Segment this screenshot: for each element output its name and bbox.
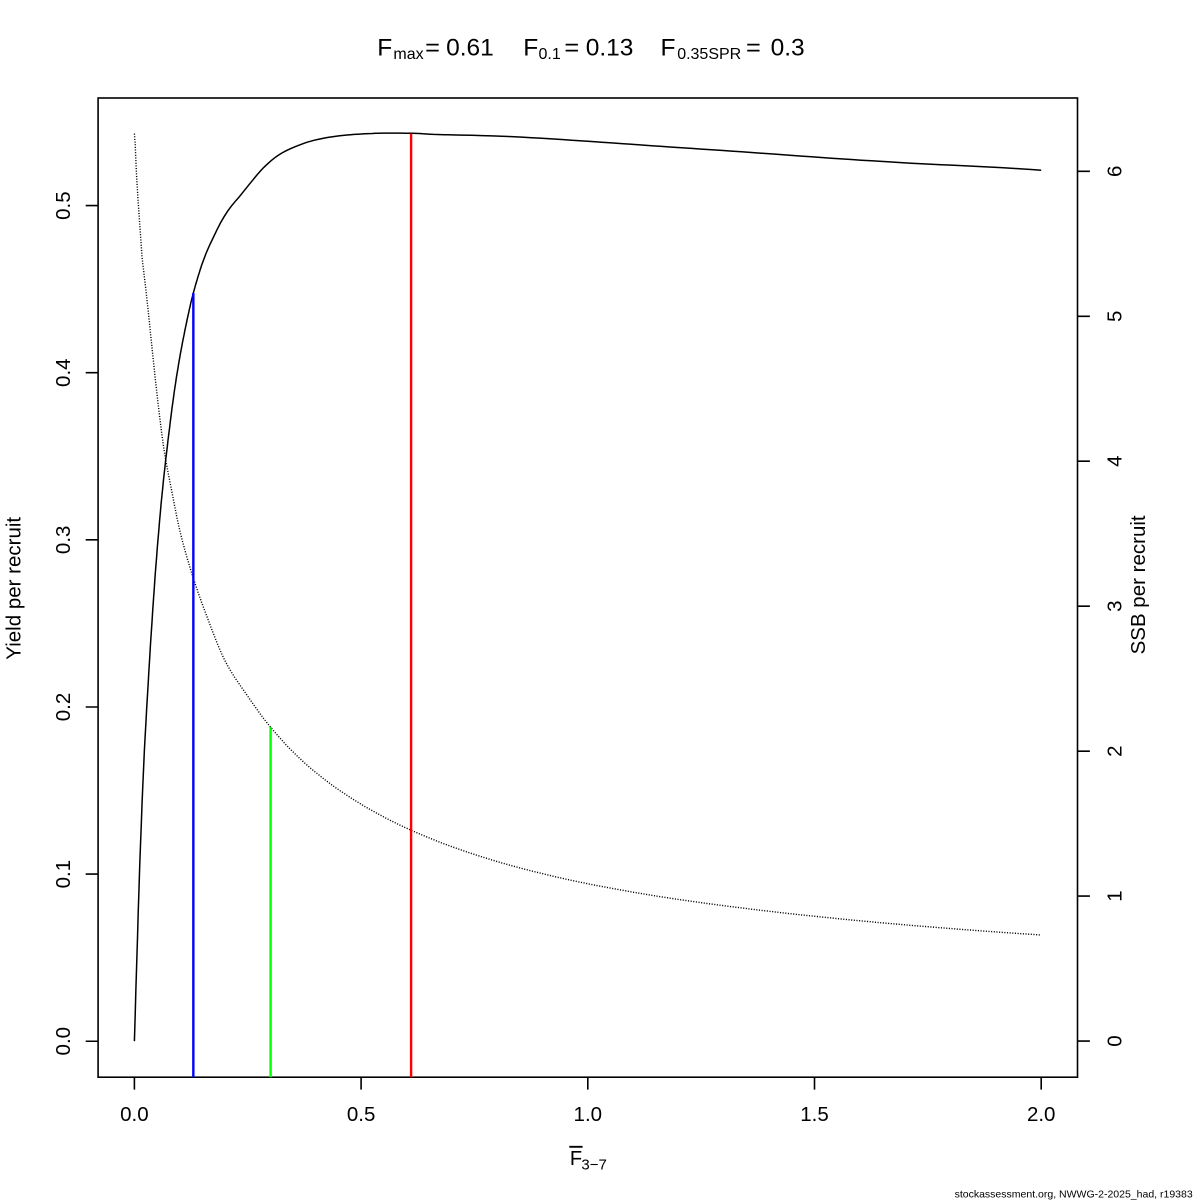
svg-text:Yield per recruit: Yield per recruit: [3, 517, 26, 660]
svg-text:1.0: 1.0: [574, 1103, 603, 1126]
svg-text:3: 3: [1103, 600, 1126, 611]
svg-text:0: 0: [1103, 1035, 1126, 1046]
svg-text:0.4: 0.4: [52, 358, 75, 387]
svg-text:1: 1: [1103, 890, 1126, 901]
svg-text:5: 5: [1103, 311, 1126, 322]
svg-text:0.3: 0.3: [771, 35, 805, 62]
svg-text:0.2: 0.2: [52, 693, 75, 722]
svg-text:0.5: 0.5: [52, 191, 75, 220]
svg-text:=: =: [425, 35, 440, 62]
svg-text:F: F: [377, 35, 392, 62]
svg-text:2.0: 2.0: [1027, 1103, 1056, 1126]
svg-text:F: F: [661, 35, 676, 62]
svg-text:0.35SPR: 0.35SPR: [677, 46, 741, 63]
svg-text:0.13: 0.13: [586, 35, 634, 62]
svg-text:0.1: 0.1: [52, 860, 75, 889]
svg-text:2: 2: [1103, 745, 1126, 756]
svg-text:3−7: 3−7: [581, 1156, 606, 1173]
svg-text:0.0: 0.0: [52, 1027, 75, 1056]
svg-text:F: F: [570, 1148, 582, 1170]
svg-text:0.5: 0.5: [347, 1103, 376, 1126]
svg-text:SSB per recruit: SSB per recruit: [1127, 515, 1150, 654]
svg-text:0.3: 0.3: [52, 526, 75, 555]
svg-text:0.0: 0.0: [120, 1103, 149, 1126]
svg-text:=: =: [564, 35, 579, 62]
svg-text:0.61: 0.61: [446, 35, 494, 62]
svg-text:=: =: [746, 35, 761, 62]
svg-text:6: 6: [1103, 166, 1126, 177]
svg-text:4: 4: [1103, 455, 1126, 466]
svg-text:max: max: [393, 46, 423, 63]
svg-text:0.1: 0.1: [539, 46, 561, 63]
svg-text:stockassessment.org, NWWG-2-20: stockassessment.org, NWWG-2-2025_had, r1…: [955, 1188, 1193, 1200]
svg-text:F: F: [523, 35, 538, 62]
svg-text:1.5: 1.5: [800, 1103, 829, 1126]
